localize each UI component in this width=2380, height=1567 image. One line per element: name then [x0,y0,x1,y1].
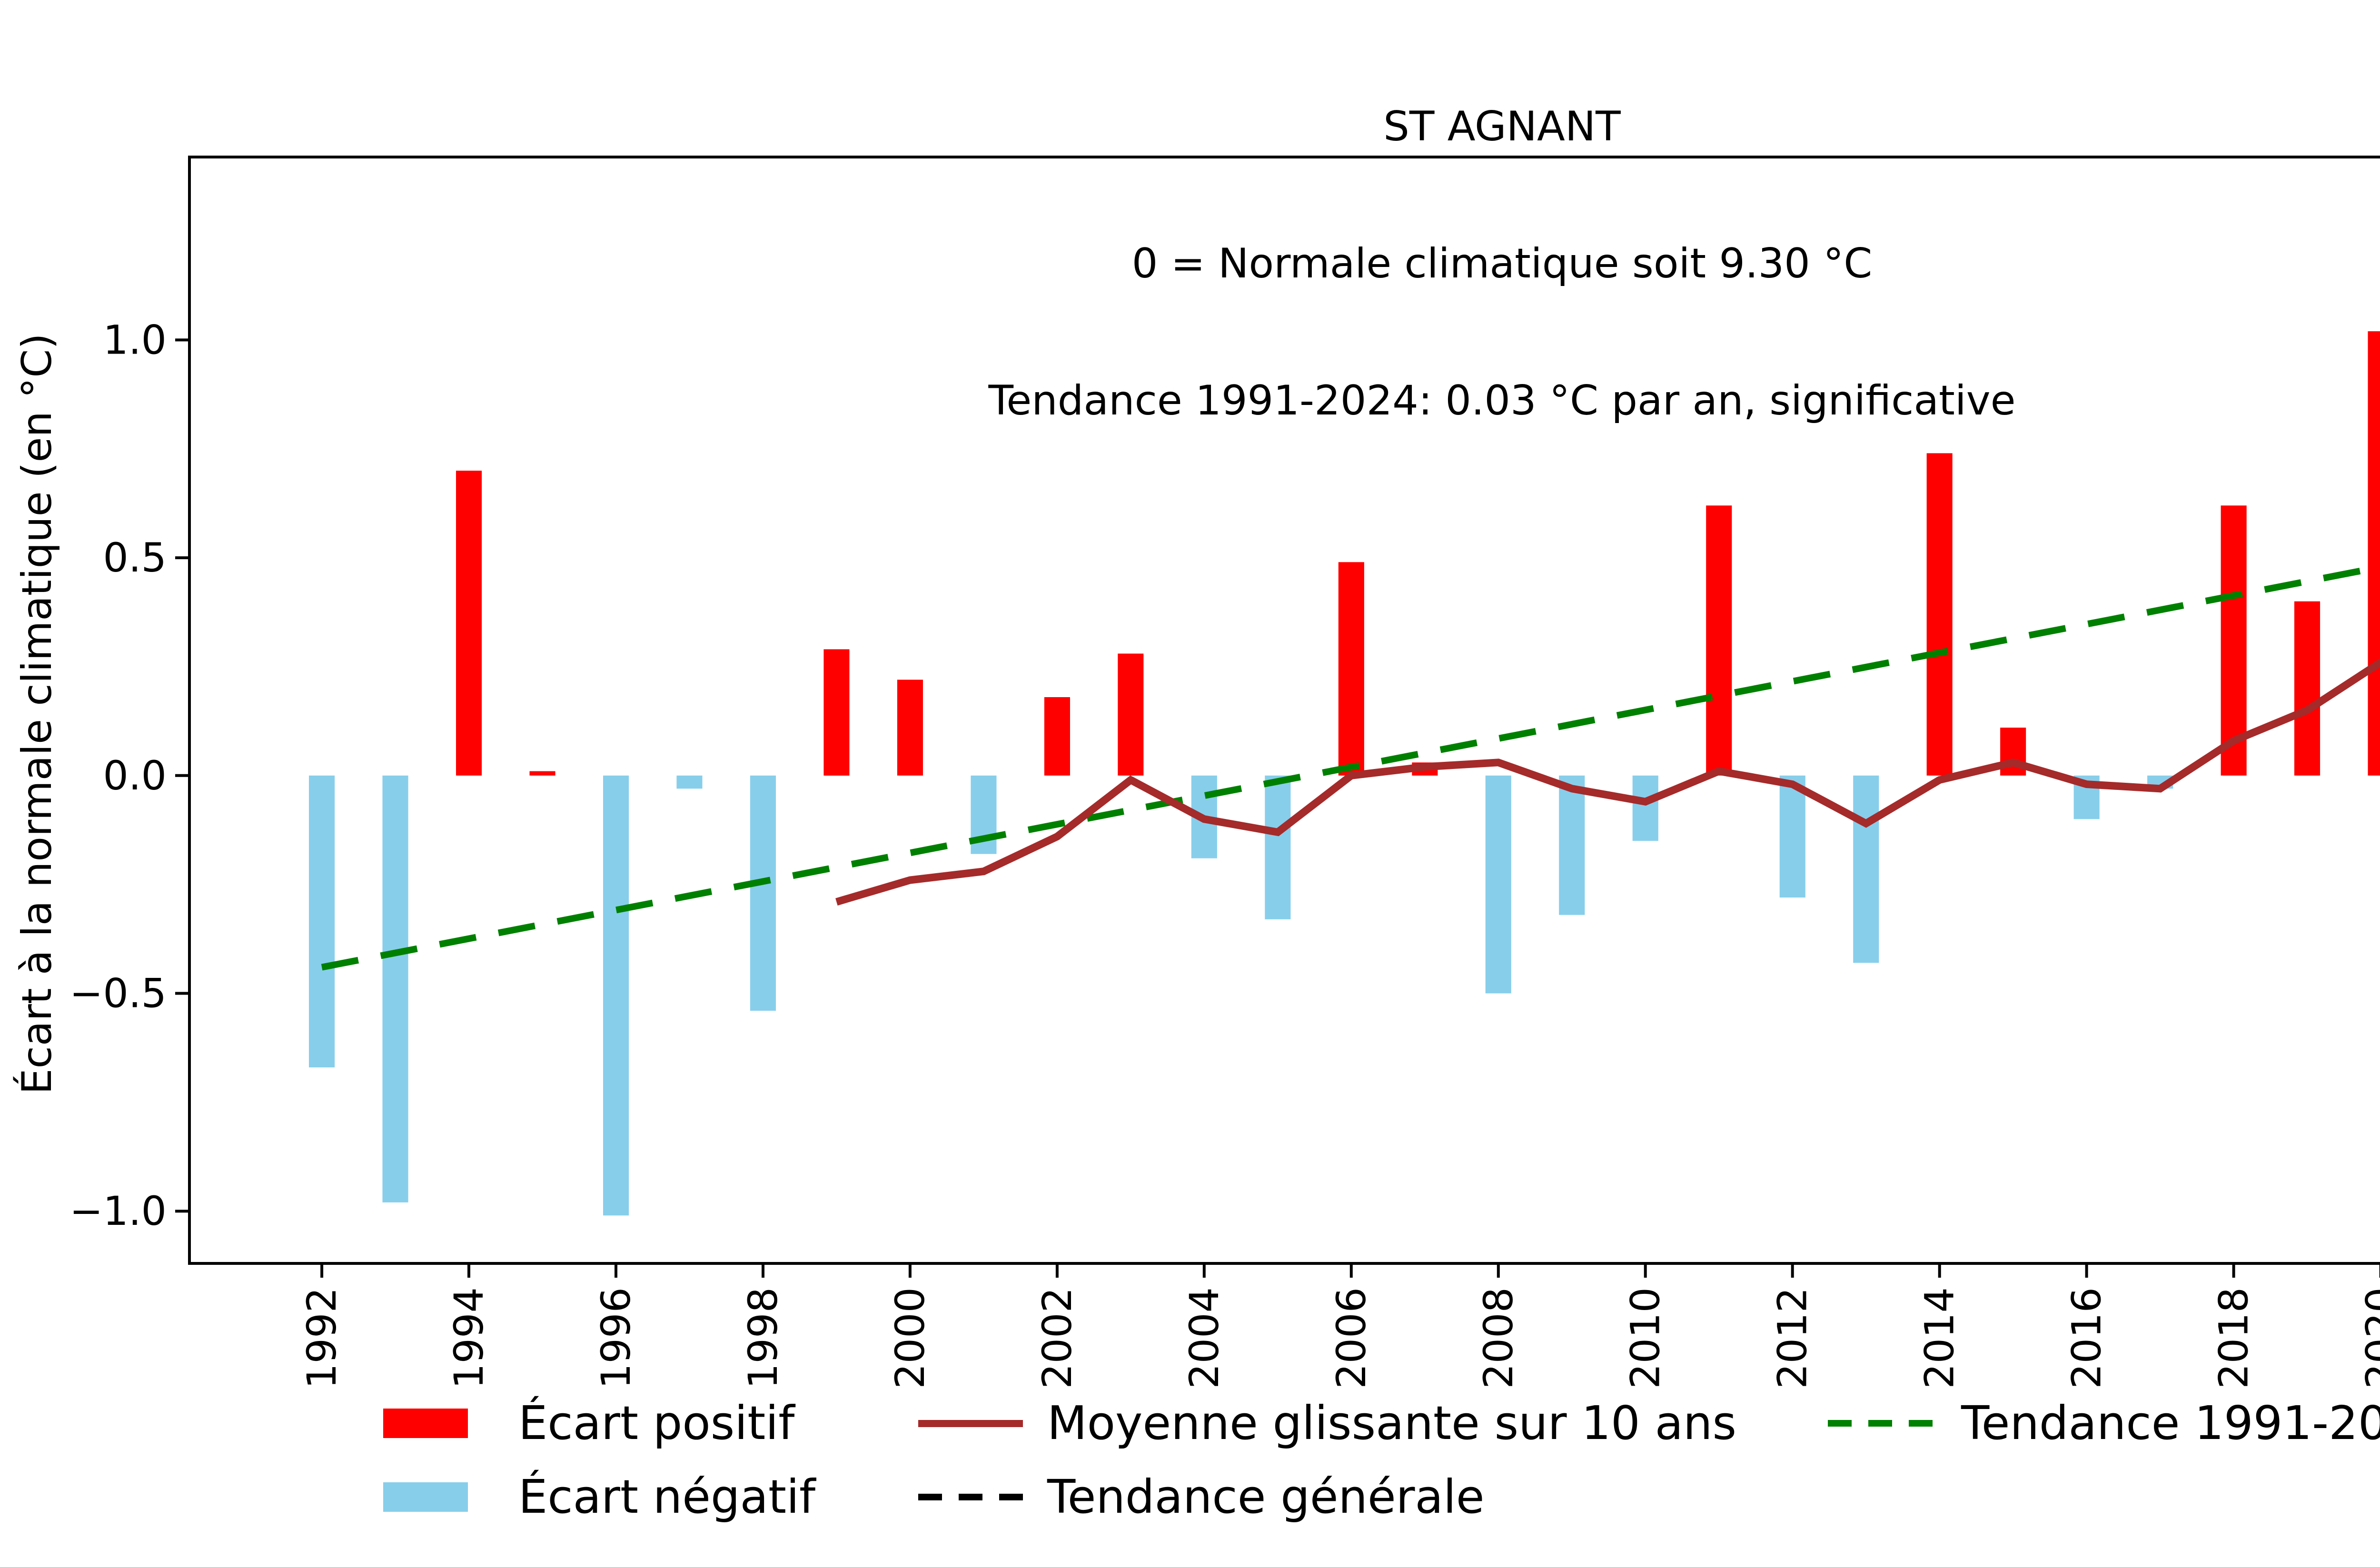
x-tick-label: 2016 [2063,1287,2110,1389]
bar-2014 [1926,453,1953,776]
chart-title: ST AGNANT [1383,103,1621,150]
x-tick-label: 2010 [1622,1287,1669,1389]
chart-title-block: ST AGNANT 0 = Normale climatique soit 9.… [189,12,2380,515]
y-tick-label: 0.5 [103,534,167,581]
legend-line-general-trend [918,1494,1023,1500]
bar-2005 [1265,775,1291,919]
bar-2010 [1632,775,1658,841]
bar-1995 [529,771,555,776]
moving-average-line [835,658,2380,906]
y-tick-label: 1.0 [103,316,167,363]
x-tick-label: 1992 [298,1287,345,1389]
legend-label-trend: Tendance 1991-2024 [1961,1396,2380,1450]
bar-2020 [2368,331,2380,776]
x-tick-label: 2004 [1181,1287,1228,1389]
bar-1994 [456,471,482,776]
bar-2002 [1044,697,1070,776]
y-tick-label: −1.0 [69,1188,167,1234]
chart-subtitle-normale: 0 = Normale climatique soit 9.30 °C [1131,240,1873,287]
bar-1992 [309,775,335,1068]
x-tick-label: 2008 [1475,1287,1522,1389]
bar-2019 [2294,601,2320,776]
x-tick-label: 2006 [1328,1287,1375,1389]
y-tick-label: 0.0 [103,752,167,799]
x-tick-label: 1994 [446,1287,492,1389]
y-tick-label: −0.5 [69,970,167,1017]
axes-spines [188,156,2380,1265]
x-tick-label: 1998 [740,1287,786,1389]
bar-1999 [823,649,850,776]
bar-1996 [603,775,629,1216]
legend-label-positive: Écart positif [518,1396,795,1450]
bar-1997 [676,775,703,789]
legend-label-negative: Écart négatif [518,1470,816,1524]
bar-2018 [2221,505,2247,776]
legend-swatch-positive [383,1409,468,1438]
bar-2011 [1706,505,1732,776]
x-tick-label: 2012 [1769,1287,1816,1389]
bar-1993 [382,775,408,1202]
bar-2006 [1338,562,1364,776]
x-tick-label: 2014 [1916,1287,1963,1389]
bar-1998 [750,775,776,1011]
bar-2008 [1485,775,1511,994]
bar-2012 [1779,775,1805,898]
x-tick-label: 2020 [2358,1287,2380,1389]
legend-label-general-trend: Tendance générale [1047,1470,1485,1524]
bar-2000 [897,680,923,776]
x-tick-label: 1996 [593,1287,639,1389]
legend-swatch-negative [383,1482,468,1512]
x-tick-label: 2002 [1034,1287,1081,1389]
bar-2003 [1118,653,1144,776]
legend-label-moving-average: Moyenne glissante sur 10 ans [1047,1396,1737,1450]
bar-2013 [1853,775,1879,963]
x-tick-label: 2018 [2211,1287,2257,1389]
legend-line-trend [1828,1420,1933,1427]
legend-line-moving-average [918,1420,1023,1427]
x-tick-label: 2000 [887,1287,933,1389]
chart-subtitle-tendance: Tendance 1991-2024: 0.03 °C par an, sign… [988,377,2016,424]
bar-2009 [1559,775,1585,915]
trend-line [321,563,2380,971]
